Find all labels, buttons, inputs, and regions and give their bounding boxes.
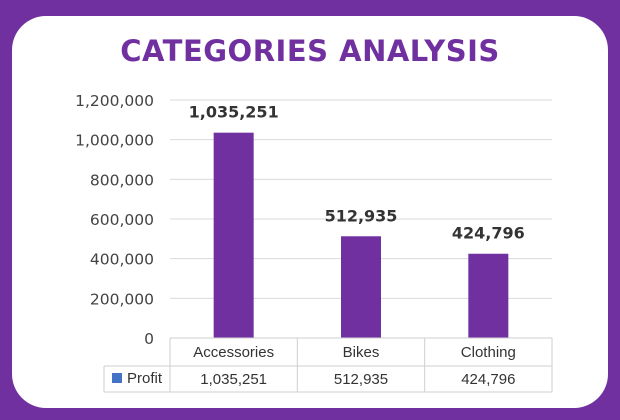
y-tick-label: 600,000 xyxy=(90,211,154,229)
bar-bikes xyxy=(341,236,381,338)
x-tick-label: Clothing xyxy=(461,344,516,361)
x-tick-label: Bikes xyxy=(343,344,380,361)
table-value: 424,796 xyxy=(461,371,515,388)
y-tick-label: 400,000 xyxy=(90,251,154,269)
table-value: 1,035,251 xyxy=(200,371,267,388)
y-tick-label: 800,000 xyxy=(90,171,154,189)
y-tick-label: 1,000,000 xyxy=(75,132,154,150)
bar-clothing xyxy=(468,253,509,338)
y-axis: 0 200,000 400,000 600,000 800,000 1,000,000 1,… xyxy=(75,92,154,348)
data-label: 1,035,251 xyxy=(189,103,279,122)
chart-card xyxy=(12,16,608,408)
data-label: 512,935 xyxy=(325,206,398,225)
x-tick-label: Accessories xyxy=(193,344,274,361)
legend-label: Profit xyxy=(127,370,163,387)
table-value: 512,935 xyxy=(334,371,388,388)
bars: 1,035,251 512,935 424,796 xyxy=(189,103,525,338)
bar-accessories xyxy=(213,132,254,338)
chart-title: CATEGORIES ANALYSIS xyxy=(120,34,500,68)
legend-key-profit xyxy=(112,373,122,383)
data-label: 424,796 xyxy=(452,224,525,243)
y-tick-label: 200,000 xyxy=(90,290,154,308)
y-tick-label: 1,200,000 xyxy=(75,92,154,110)
data-table: Accessories Bikes Clothing Profit 1,035,251 5… xyxy=(103,337,553,393)
y-tick-label: 0 xyxy=(144,330,154,348)
